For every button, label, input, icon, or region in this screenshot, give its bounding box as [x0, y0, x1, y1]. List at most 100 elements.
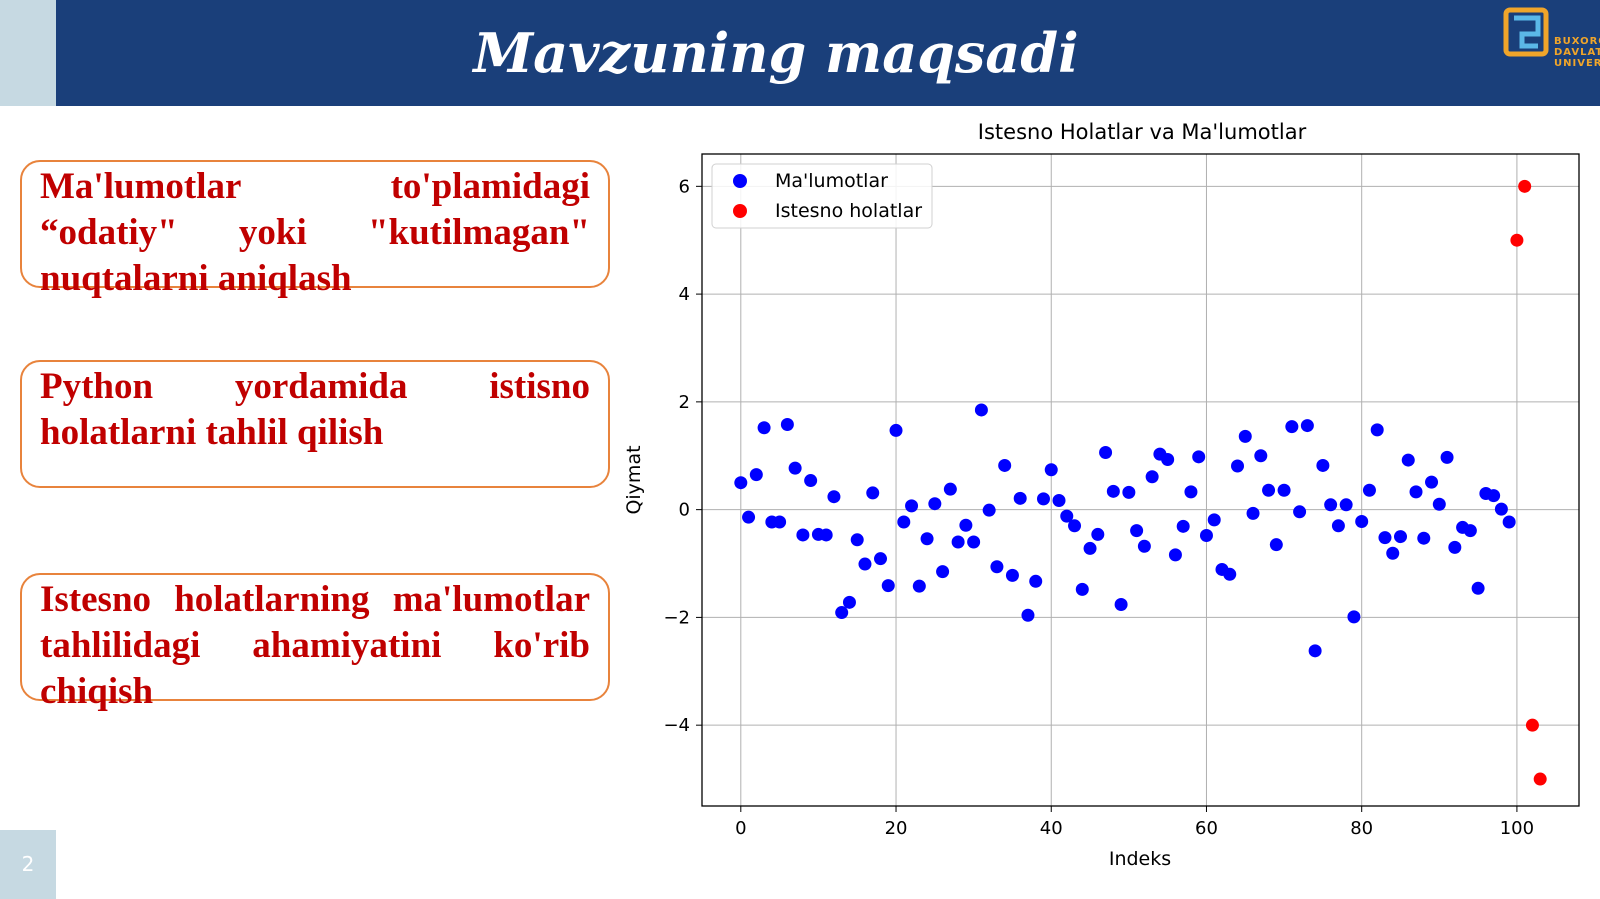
- chart-legend: Ma'lumotlar Istesno holatlar: [711, 163, 933, 229]
- y-tick-label: 4: [679, 284, 690, 305]
- data-point: [757, 421, 771, 435]
- y-tick-label: −2: [663, 607, 690, 628]
- x-tick-label: 0: [735, 818, 746, 839]
- university-logo: BUXORO DAVLAT UNIVERSITETI: [1502, 4, 1600, 74]
- plot-frame: [701, 153, 1580, 807]
- data-point: [1355, 514, 1369, 528]
- data-point: [1036, 492, 1050, 506]
- data-point: [819, 528, 833, 542]
- data-point: [827, 490, 841, 504]
- data-point: [1331, 519, 1345, 533]
- data-point: [850, 533, 864, 547]
- data-point: [1300, 419, 1314, 433]
- data-point: [874, 552, 888, 566]
- y-tick-label: 0: [679, 500, 690, 521]
- outlier-point: [1525, 718, 1539, 732]
- logo-text-line: DAVLAT: [1554, 47, 1600, 58]
- data-point: [1184, 485, 1198, 499]
- data-point: [1432, 497, 1446, 511]
- data-point: [1145, 470, 1159, 484]
- legend-marker-normal: [733, 174, 747, 188]
- data-point: [1060, 509, 1074, 523]
- data-point: [881, 579, 895, 593]
- data-point: [1223, 567, 1237, 581]
- data-point: [920, 532, 934, 546]
- data-point: [742, 510, 756, 524]
- data-point: [1231, 459, 1245, 473]
- data-point: [1409, 485, 1423, 499]
- x-tick-label: 60: [1195, 818, 1218, 839]
- chart-points: [734, 179, 1547, 786]
- legend-label-normal: Ma'lumotlar: [775, 170, 888, 192]
- data-point: [1192, 450, 1206, 464]
- logo-emblem-icon: [1503, 7, 1549, 57]
- header-side-strip: [0, 0, 56, 106]
- data-point: [858, 557, 872, 571]
- data-point: [1021, 608, 1035, 622]
- goal-text: Python yordamida istisno holatlarni tahl…: [40, 366, 590, 453]
- data-point: [990, 560, 1004, 574]
- data-point: [780, 417, 794, 431]
- chart-grid: [702, 154, 1579, 806]
- data-point: [1316, 458, 1330, 472]
- data-point: [1044, 463, 1058, 477]
- data-point: [1448, 540, 1462, 554]
- scatter-chart: Istesno Holatlar va Ma'lumotlar 0 20 40 60 8…: [623, 120, 1580, 870]
- data-point: [889, 423, 903, 437]
- outlier-point: [1518, 179, 1532, 193]
- legend-marker-outlier: [733, 204, 747, 218]
- data-point: [1168, 548, 1182, 562]
- data-point: [796, 528, 810, 542]
- data-point: [1277, 483, 1291, 497]
- data-point: [1293, 505, 1307, 519]
- title-banner: Mavzuning maqsadi BUXORO DAVLAT UNIVERSI…: [56, 0, 1600, 106]
- data-point: [1386, 546, 1400, 560]
- logo-text-line: BUXORO: [1554, 36, 1600, 47]
- data-point: [1285, 420, 1299, 434]
- data-point: [959, 518, 973, 532]
- data-point: [1005, 568, 1019, 582]
- goal-box-1: Ma'lumotlar to'plamidagi “odatiy" yoki "…: [20, 160, 610, 299]
- data-point: [1269, 538, 1283, 552]
- data-point: [773, 515, 787, 529]
- data-point: [1471, 581, 1485, 595]
- data-point: [897, 515, 911, 529]
- legend-label-outlier: Istesno holatlar: [775, 200, 922, 222]
- y-tick-label: 6: [679, 176, 690, 197]
- data-point: [1075, 582, 1089, 596]
- data-point: [1378, 531, 1392, 545]
- data-point: [1308, 644, 1322, 658]
- data-point: [835, 606, 849, 620]
- data-point: [1393, 530, 1407, 544]
- data-point: [1494, 502, 1508, 516]
- data-point: [967, 535, 981, 549]
- data-point: [734, 476, 748, 490]
- data-point: [1238, 429, 1252, 443]
- data-point: [1440, 450, 1454, 464]
- data-point: [1029, 574, 1043, 588]
- data-point: [912, 579, 926, 593]
- data-point: [804, 474, 818, 488]
- data-point: [905, 499, 919, 513]
- data-point: [951, 535, 965, 549]
- data-point: [982, 503, 996, 517]
- outlier-point: [1533, 772, 1547, 786]
- goal-box-2: Python yordamida istisno holatlarni tahl…: [20, 360, 610, 488]
- data-point: [1254, 449, 1268, 463]
- y-tick-label: 2: [679, 392, 690, 413]
- goal-box-3: Istesno holatlarning ma'lumotlar tahlili…: [20, 573, 610, 712]
- chart-ticks: 0 20 40 60 80 100 −4 −2 0 2 4 6: [663, 176, 1534, 839]
- data-point: [1099, 446, 1113, 460]
- goal-text: Ma'lumotlar to'plamidagi “odatiy" yoki "…: [40, 166, 590, 299]
- goal-text: Istesno holatlarning ma'lumotlar tahlili…: [40, 579, 590, 712]
- y-axis-label: Qiymat: [623, 445, 645, 514]
- x-tick-label: 20: [885, 818, 908, 839]
- data-point: [1246, 506, 1260, 520]
- legend-box: [711, 163, 933, 229]
- data-point: [1106, 484, 1120, 498]
- y-tick-label: −4: [663, 715, 690, 736]
- data-point: [1370, 423, 1384, 437]
- data-point: [1130, 524, 1144, 538]
- data-point: [974, 403, 988, 417]
- data-point: [1262, 483, 1276, 497]
